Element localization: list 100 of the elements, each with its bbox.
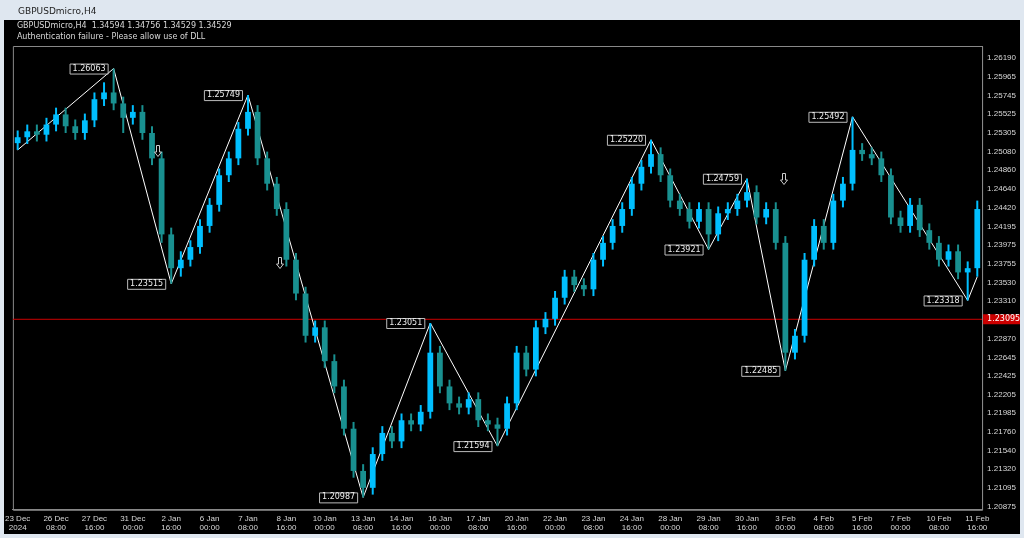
x-tick-label: 7 Feb 00:00 <box>890 513 912 533</box>
candlestick <box>523 344 530 378</box>
candlestick <box>312 319 319 344</box>
candlestick <box>763 201 770 226</box>
x-tick-label: 2 Jan 16:00 <box>161 513 182 533</box>
x-tick-label: 16 Jan 00:00 <box>427 513 452 533</box>
y-tick-label: 1.26190 <box>987 53 1017 63</box>
y-tick-label: 1.25525 <box>987 109 1017 119</box>
data-label: 1.22485 <box>744 365 778 375</box>
candlestick <box>945 243 952 268</box>
y-tick-label: 1.22425 <box>987 371 1017 381</box>
data-label: 1.23515 <box>130 278 164 288</box>
y-tick-label: 1.22870 <box>987 333 1017 343</box>
candlestick <box>820 218 827 251</box>
candlestick <box>571 268 578 293</box>
candlestick <box>964 260 971 302</box>
candlestick <box>14 129 21 151</box>
data-label: 1.25749 <box>206 90 240 100</box>
x-tick-label: 20 Jan 16:00 <box>504 513 529 533</box>
candlestick <box>609 218 616 251</box>
chart-subtitle: GBPUSDmicro,H4 1.34594 1.34756 1.34529 1.34529 <box>16 21 232 31</box>
candlestick <box>552 290 558 327</box>
candlestick <box>177 250 184 278</box>
y-tick-label: 1.22645 <box>987 352 1017 362</box>
candlestick <box>897 209 904 234</box>
x-tick-label: 11 Feb 16:00 <box>965 513 990 533</box>
candlestick <box>197 218 203 255</box>
y-tick-label: 1.25305 <box>987 127 1017 137</box>
x-tick-label: 30 Jan 16:00 <box>734 513 759 533</box>
candlestick <box>561 268 568 306</box>
x-tick-label: 6 Jan 00:00 <box>199 513 221 533</box>
y-tick-label: 1.24195 <box>987 221 1017 231</box>
data-label: 1.24759 <box>705 173 739 183</box>
candlestick <box>648 138 654 175</box>
x-tick-label: 23 Jan 08:00 <box>581 513 606 533</box>
y-tick-label: 1.21095 <box>987 483 1017 493</box>
x-tick-label: 5 Feb 16:00 <box>851 513 873 533</box>
x-tick-label: 27 Dec 16:00 <box>81 513 108 533</box>
y-tick-label: 1.23755 <box>987 258 1017 268</box>
y-tick-label: 1.21760 <box>987 427 1017 437</box>
x-tick-label: 3 Feb 00:00 <box>775 513 797 533</box>
x-tick-label: 7 Jan 08:00 <box>237 513 259 533</box>
x-tick-label: 24 Jan 16:00 <box>619 513 644 533</box>
candlestick <box>494 416 501 448</box>
ref-line-label: 1.23095 <box>987 314 1021 324</box>
y-tick-label: 1.25745 <box>987 90 1017 100</box>
y-tick-label: 1.21540 <box>987 445 1017 455</box>
candlestick <box>475 391 482 429</box>
candlestick <box>110 67 117 112</box>
x-tick-label: 14 Jan 16:00 <box>389 513 414 533</box>
candlestick <box>792 328 798 361</box>
y-tick-label: 1.24640 <box>987 183 1017 193</box>
candlestick <box>840 175 846 209</box>
candlestick <box>907 197 913 234</box>
candlestick <box>600 235 606 268</box>
x-tick-label: 28 Jan 00:00 <box>658 513 683 533</box>
y-tick-label: 1.24420 <box>987 202 1017 212</box>
data-label: 1.23051 <box>389 318 423 328</box>
candlestick <box>619 201 626 234</box>
x-tick-label: 22 Jan 00:00 <box>543 513 568 533</box>
candlestick <box>955 243 961 281</box>
data-label: 1.21594 <box>456 441 490 451</box>
data-label: 1.23921 <box>667 244 701 254</box>
x-tick-label: 17 Jan 08:00 <box>466 513 491 533</box>
data-label: 1.25492 <box>811 111 845 121</box>
candlestick <box>696 201 702 230</box>
candlestick <box>225 150 232 184</box>
y-tick-label: 1.21985 <box>987 408 1017 418</box>
candlestick <box>360 463 367 499</box>
candlestick <box>53 106 59 133</box>
candlestick <box>81 112 88 141</box>
data-label: 1.20987 <box>322 492 356 502</box>
candlestick <box>715 205 722 243</box>
x-tick-label: 31 Dec 00:00 <box>120 513 146 533</box>
x-tick-label: 4 Feb 08:00 <box>813 513 835 533</box>
y-tick-label: 1.23975 <box>987 240 1017 250</box>
chart-title: GBPUSDmicro,H4 <box>18 5 97 18</box>
candlestick <box>465 391 472 416</box>
y-tick-label: 1.23310 <box>987 296 1017 306</box>
candlestick <box>676 192 683 217</box>
y-tick-label: 1.21320 <box>987 464 1017 474</box>
x-tick-label: 10 Feb 08:00 <box>926 513 952 533</box>
y-tick-label: 1.23530 <box>987 277 1017 287</box>
data-label: 1.23318 <box>926 295 960 305</box>
candlestick <box>129 104 136 126</box>
x-tick-label: 29 Jan 08:00 <box>696 513 721 533</box>
candlestick <box>72 118 79 141</box>
y-tick-label: 1.25080 <box>987 146 1017 156</box>
x-tick-label: 26 Dec 08:00 <box>43 513 69 533</box>
y-tick-label: 1.20875 <box>987 502 1017 512</box>
x-tick-label: 8 Jan 16:00 <box>276 513 297 533</box>
candlestick <box>24 123 31 145</box>
x-tick-label: 10 Jan 00:00 <box>312 513 337 533</box>
candlestick <box>926 222 933 251</box>
x-tick-label: 13 Jan 08:00 <box>351 513 376 533</box>
candlestick <box>62 106 69 135</box>
candlestick <box>878 150 885 184</box>
text: Authentication failure - Please allow use of DLL <box>16 32 206 42</box>
y-tick-label: 1.25965 <box>987 72 1017 82</box>
y-tick-label: 1.22205 <box>987 389 1017 399</box>
